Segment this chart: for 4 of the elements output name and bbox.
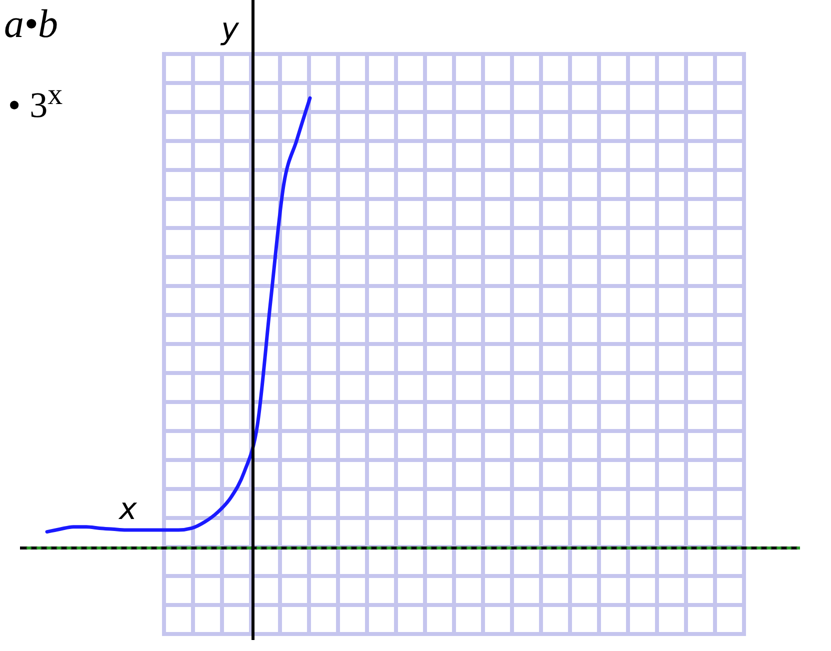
chart-title: a•b [4,0,58,47]
y-axis-title: y [220,12,240,47]
x-axis-title: x [118,492,138,527]
chart-subtitle: • 3$^{x}$ [4,78,67,126]
